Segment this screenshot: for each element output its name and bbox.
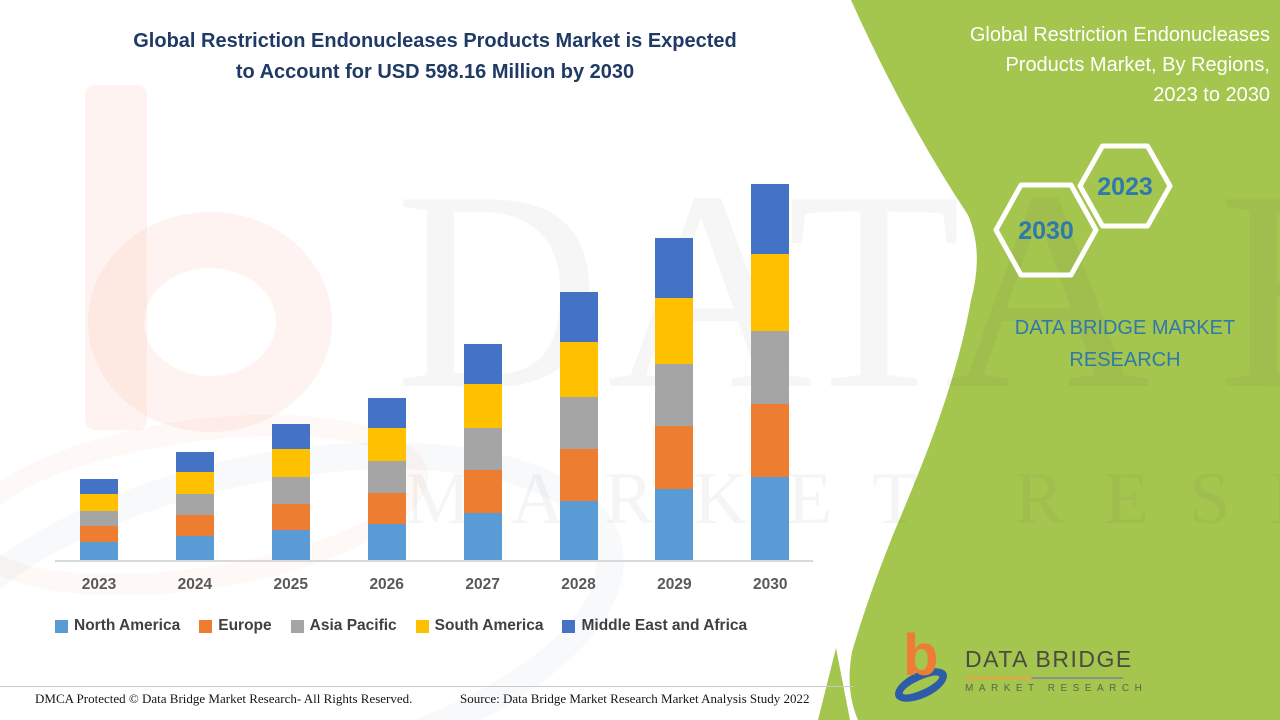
bar-segment-middle-east-and-africa-2025 — [271, 424, 310, 450]
bar-segment-south-america-2029 — [655, 297, 694, 364]
bar-segment-south-america-2027 — [463, 384, 502, 429]
hexagon-year-2023: 2023 — [1097, 173, 1153, 201]
bar-segment-south-america-2025 — [271, 449, 310, 478]
legend-swatch-icon — [290, 619, 304, 633]
bar-segment-europe-2030 — [751, 404, 790, 478]
hexagon-2023-icon — [1077, 143, 1173, 229]
bar-segment-asia-pacific-2026 — [367, 461, 406, 493]
bar-segment-europe-2023 — [80, 526, 118, 543]
legend-item-north-america: North America — [55, 617, 180, 635]
legend-label: Asia Pacific — [309, 617, 397, 634]
bar-segment-asia-pacific-2028 — [559, 396, 598, 449]
stacked-bar-2027 — [463, 344, 502, 560]
legend-item-south-america: South America — [415, 617, 544, 635]
legend-swatch-icon — [55, 619, 68, 633]
bar-segment-south-america-2024 — [175, 471, 214, 495]
stacked-bar-2025 — [271, 424, 310, 560]
stacked-bar-2024 — [175, 451, 214, 560]
stacked-bar-2026 — [367, 398, 406, 560]
bar-segment-middle-east-and-africa-2028 — [559, 292, 598, 342]
bar-segment-asia-pacific-2027 — [463, 428, 502, 471]
legend-item-middle-east-and-africa: Middle East and Africa — [562, 617, 747, 635]
bar-segment-asia-pacific-2030 — [751, 330, 790, 405]
bar-segment-asia-pacific-2024 — [175, 494, 214, 516]
bar-segment-south-america-2028 — [559, 341, 598, 397]
x-axis-label-2023: 2023 — [81, 576, 117, 593]
bar-segment-europe-2026 — [367, 492, 406, 525]
footer-source: Source: Data Bridge Market Research Mark… — [460, 691, 810, 706]
hexagon-year-2030: 2030 — [1018, 217, 1074, 245]
bar-segment-south-america-2023 — [80, 494, 118, 511]
legend-item-europe: Europe — [199, 617, 272, 635]
footer-copyright: DMCA Protected © Data Bridge Market Rese… — [35, 691, 413, 706]
bar-segment-asia-pacific-2023 — [80, 510, 118, 527]
logo-name: DATA BRIDGE — [965, 646, 1133, 672]
bar-segment-asia-pacific-2025 — [271, 477, 310, 504]
legend-label: North America — [74, 617, 181, 634]
bar-segment-north-america-2023 — [80, 542, 118, 560]
bar-segment-europe-2025 — [271, 503, 310, 531]
bar-segment-north-america-2024 — [175, 536, 214, 560]
legend-label: South America — [434, 617, 544, 634]
bar-segment-south-america-2030 — [751, 253, 790, 331]
bar-segment-middle-east-and-africa-2027 — [463, 344, 502, 385]
bar-segment-middle-east-and-africa-2023 — [80, 479, 118, 495]
x-axis-label-2028: 2028 — [561, 576, 596, 593]
green-sliver — [818, 648, 850, 720]
x-axis-label-2029: 2029 — [657, 576, 692, 593]
data-bridge-logo-icon: b — [890, 623, 963, 709]
logo-rule — [965, 677, 1123, 679]
hexagon-2030-icon — [993, 182, 1099, 278]
legend-label: Middle East and Africa — [581, 617, 748, 634]
data-bridge-logo: b DATA BRIDGE MARKET RESEARCH — [890, 623, 1148, 710]
bar-segment-south-america-2026 — [367, 428, 406, 462]
green-panel-shape — [849, 0, 1280, 720]
bar-segment-middle-east-and-africa-2030 — [751, 184, 790, 254]
legend-item-asia-pacific: Asia Pacific — [290, 617, 397, 635]
bar-segment-north-america-2026 — [367, 524, 406, 560]
bar-segment-middle-east-and-africa-2024 — [175, 451, 214, 472]
bar-segment-europe-2029 — [655, 426, 694, 490]
bar-segment-north-america-2028 — [559, 501, 598, 560]
stacked-bar-2028 — [559, 292, 598, 560]
bar-segment-north-america-2027 — [463, 512, 502, 560]
x-axis-line — [55, 560, 813, 562]
stacked-bar-2030 — [751, 184, 790, 560]
brand-caption: DATA BRIDGE MARKET RESEARCH — [1014, 317, 1236, 371]
bar-segment-asia-pacific-2029 — [655, 363, 694, 427]
chart-title: Global Restriction Endonucleases Product… — [133, 30, 737, 83]
stacked-bar-2023 — [80, 479, 118, 560]
logo-b-icon: b — [903, 623, 939, 688]
x-axis-label-2026: 2026 — [369, 576, 404, 593]
x-axis-label-2030: 2030 — [753, 576, 788, 593]
logo-subtitle: MARKET RESEARCH — [965, 683, 1148, 694]
bar-segment-europe-2024 — [175, 515, 214, 537]
bar-segment-europe-2028 — [559, 448, 598, 501]
legend-swatch-icon — [415, 619, 429, 633]
bar-segment-north-america-2029 — [655, 489, 694, 560]
legend-label: Europe — [218, 617, 272, 634]
x-axis-label-2025: 2025 — [273, 576, 309, 593]
bar-segment-middle-east-and-africa-2029 — [655, 238, 694, 298]
chart-legend: North America Europe Asia Pacific South Ame… — [55, 617, 747, 635]
x-axis-label-2027: 2027 — [465, 576, 500, 593]
bar-segment-north-america-2025 — [271, 530, 310, 560]
side-panel-heading: Global Restriction Endonucleases Product… — [969, 24, 1270, 106]
stacked-bar-2029 — [655, 238, 694, 560]
bar-segment-middle-east-and-africa-2026 — [367, 398, 406, 429]
x-axis-label-2024: 2024 — [177, 576, 213, 593]
logo-wordmark: DATA BRIDGE MARKET RESEARCH — [965, 646, 1148, 694]
bar-segment-north-america-2030 — [751, 477, 790, 560]
year-hexagons: 2030 2023 — [993, 143, 1173, 278]
footer-divider — [0, 686, 853, 687]
stacked-bar-plot: 2023 2024 2025 2026 2027 2028 2029 2030 — [80, 184, 790, 593]
legend-swatch-icon — [199, 619, 213, 633]
legend-swatch-icon — [562, 619, 576, 633]
bar-segment-europe-2027 — [463, 470, 502, 513]
